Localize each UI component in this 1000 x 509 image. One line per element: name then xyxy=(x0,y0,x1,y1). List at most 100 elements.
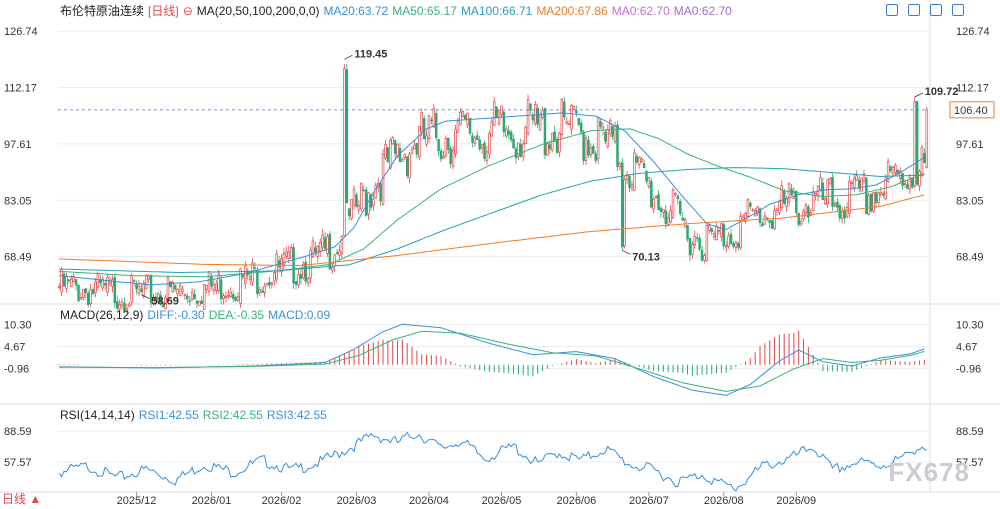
candle-body[interactable] xyxy=(879,192,883,195)
candle-body[interactable] xyxy=(403,154,407,158)
candle-body[interactable] xyxy=(360,182,363,210)
candle-body[interactable] xyxy=(62,273,66,287)
candle-body[interactable] xyxy=(906,184,909,190)
candle-body[interactable] xyxy=(737,243,740,248)
candle-body[interactable] xyxy=(744,213,747,222)
candle-body[interactable] xyxy=(664,210,668,224)
candle-body[interactable] xyxy=(599,121,602,127)
candle-body[interactable] xyxy=(265,283,269,286)
candle-body[interactable] xyxy=(773,210,776,229)
candle-body[interactable] xyxy=(920,146,924,176)
candle-body[interactable] xyxy=(546,143,549,156)
candle-body[interactable] xyxy=(628,176,631,188)
candle-body[interactable] xyxy=(451,149,455,167)
settings-icon[interactable] xyxy=(886,4,898,16)
candle-body[interactable] xyxy=(410,148,414,154)
candle-body[interactable] xyxy=(596,117,600,160)
candle-body[interactable] xyxy=(848,180,851,214)
candle-body[interactable] xyxy=(792,190,796,199)
candle-body[interactable] xyxy=(350,199,353,219)
candle-body[interactable] xyxy=(193,294,196,300)
candle-body[interactable] xyxy=(782,190,786,204)
candle-body[interactable] xyxy=(891,166,895,175)
candle-body[interactable] xyxy=(101,278,104,289)
candle-body[interactable] xyxy=(925,109,929,168)
candle-body[interactable] xyxy=(231,294,235,299)
candle-body[interactable] xyxy=(642,162,646,169)
candle-body[interactable] xyxy=(563,101,566,118)
candle-body[interactable] xyxy=(227,295,230,297)
candle-body[interactable] xyxy=(558,132,561,153)
candle-body[interactable] xyxy=(608,120,612,135)
candle-body[interactable] xyxy=(125,308,129,312)
candle-body[interactable] xyxy=(132,279,136,282)
candle-body[interactable] xyxy=(236,296,240,302)
candle-body[interactable] xyxy=(111,279,114,287)
candle-body[interactable] xyxy=(705,225,709,261)
candle-body[interactable] xyxy=(720,223,723,238)
candle-body[interactable] xyxy=(89,289,92,304)
candle-body[interactable] xyxy=(149,274,153,304)
candle-body[interactable] xyxy=(306,278,310,283)
candle-body[interactable] xyxy=(860,177,863,192)
candle-body[interactable] xyxy=(732,243,735,247)
candle-body[interactable] xyxy=(314,247,317,253)
candle-body[interactable] xyxy=(828,178,832,184)
candle-body[interactable] xyxy=(538,114,542,131)
candle-body[interactable] xyxy=(630,184,634,189)
candle-body[interactable] xyxy=(872,192,875,212)
candle-body[interactable] xyxy=(386,147,390,162)
candle-body[interactable] xyxy=(657,194,660,211)
candle-body[interactable] xyxy=(195,300,199,304)
candle-body[interactable] xyxy=(575,110,578,114)
candle-body[interactable] xyxy=(183,294,187,296)
candle-body[interactable] xyxy=(579,122,583,133)
candle-body[interactable] xyxy=(886,161,890,182)
candle-body[interactable] xyxy=(384,144,387,158)
candle-body[interactable] xyxy=(758,208,762,224)
candle-body[interactable] xyxy=(674,193,677,195)
candle-body[interactable] xyxy=(202,284,206,310)
candle-body[interactable] xyxy=(666,217,670,225)
candle-body[interactable] xyxy=(592,146,595,154)
candle-body[interactable] xyxy=(654,196,658,198)
candle-body[interactable] xyxy=(297,274,300,286)
candle-body[interactable] xyxy=(77,285,80,302)
candle-body[interactable] xyxy=(710,228,713,233)
candle-body[interactable] xyxy=(74,279,78,286)
candle-body[interactable] xyxy=(637,156,641,165)
candle-body[interactable] xyxy=(797,212,800,225)
candle-body[interactable] xyxy=(901,173,904,186)
candle-body[interactable] xyxy=(543,108,547,156)
candle-body[interactable] xyxy=(768,219,771,224)
candle-body[interactable] xyxy=(338,250,341,256)
candle-body[interactable] xyxy=(137,285,141,294)
candle-body[interactable] xyxy=(345,69,349,204)
candle-body[interactable] xyxy=(502,111,506,132)
candle-body[interactable] xyxy=(169,281,172,288)
candle-body[interactable] xyxy=(248,276,252,280)
candle-body[interactable] xyxy=(807,206,810,218)
candle-body[interactable] xyxy=(894,164,897,173)
candle-body[interactable] xyxy=(483,142,486,159)
candle-body[interactable] xyxy=(115,301,119,309)
candle-body[interactable] xyxy=(181,288,184,292)
candle-body[interactable] xyxy=(478,139,481,150)
candle-body[interactable] xyxy=(843,209,846,219)
candle-body[interactable] xyxy=(106,276,109,293)
candle-body[interactable] xyxy=(804,204,808,214)
candle-body[interactable] xyxy=(785,198,788,208)
candle-body[interactable] xyxy=(471,135,474,143)
period-toggle-icon[interactable]: ⊖ xyxy=(182,4,193,18)
candle-body[interactable] xyxy=(577,118,581,125)
candle-body[interactable] xyxy=(256,270,259,295)
candle-body[interactable] xyxy=(425,135,428,145)
expand-icon[interactable] xyxy=(908,4,920,16)
candle-body[interactable] xyxy=(853,177,856,189)
candle-body[interactable] xyxy=(60,269,63,293)
candle-body[interactable] xyxy=(355,194,358,208)
candle-body[interactable] xyxy=(302,263,305,279)
candle-body[interactable] xyxy=(821,182,825,200)
candle-body[interactable] xyxy=(318,242,322,252)
candle-body[interactable] xyxy=(437,138,440,152)
